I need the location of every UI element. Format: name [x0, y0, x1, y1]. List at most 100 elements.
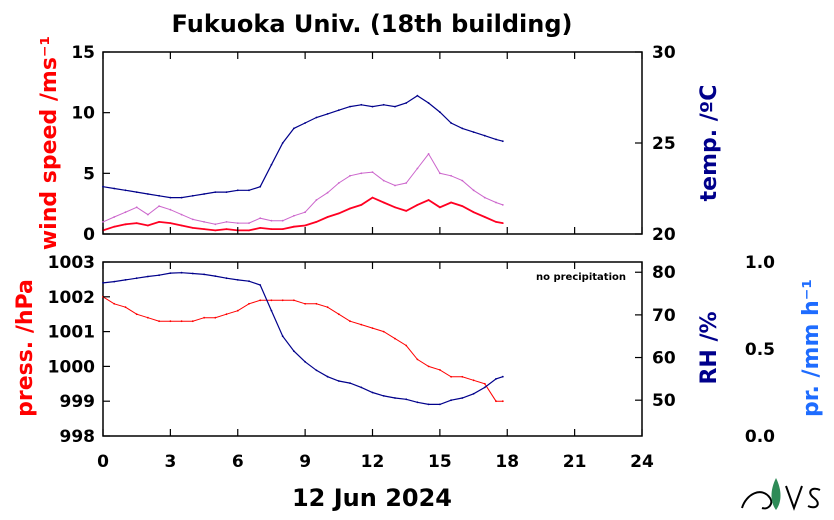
pressure-point-18 — [304, 302, 306, 305]
relative-humidity-series — [102, 271, 504, 406]
y-left-tick-label: 999 — [60, 392, 96, 412]
pressure-point-9 — [203, 316, 206, 319]
temperature-point-31 — [450, 122, 452, 124]
wind-gust-point-28 — [416, 167, 419, 170]
wind-gust-point-20 — [326, 191, 329, 194]
wind-speed-point-34 — [483, 216, 486, 218]
y-right-tick-label: 20 — [652, 225, 676, 245]
pressure-point-2 — [124, 306, 127, 309]
pressure-point-26 — [394, 337, 396, 340]
relative-humidity-point-32 — [461, 397, 464, 399]
temperature-axis-label: temp. /ºC — [697, 85, 722, 202]
wind-speed-point-7 — [180, 224, 183, 227]
relative-humidity-point-9 — [203, 273, 206, 276]
y-right-tick-label: 30 — [652, 43, 676, 63]
wind-speed-point-27 — [405, 210, 408, 212]
y-right-tick-label: 80 — [652, 263, 676, 283]
temperature-line — [102, 94, 503, 199]
y-left-tick-label: 1003 — [48, 253, 95, 273]
y-far-right-tick-label: 1.0 — [745, 253, 775, 273]
temperature-point-7 — [180, 196, 183, 199]
temperature-point-16 — [281, 142, 284, 144]
relative-humidity-point-18 — [304, 360, 306, 363]
pressure-point-36 — [501, 400, 504, 403]
no-precipitation-note: no precipitation — [536, 272, 626, 283]
relative-humidity-point-6 — [169, 272, 172, 274]
wind-gust-series — [102, 153, 504, 226]
temperature-point-36 — [501, 140, 504, 143]
wind-gust-point-34 — [483, 196, 486, 199]
temperature-point-32 — [461, 127, 464, 130]
wind-speed-point-14 — [259, 227, 262, 229]
pressure-point-21 — [337, 313, 340, 316]
wind-speed-point-28 — [416, 204, 419, 206]
relative-humidity-point-5 — [158, 274, 161, 277]
temperature-point-0 — [102, 185, 104, 188]
relative-humidity-point-35 — [495, 378, 497, 380]
pressure-point-17 — [293, 299, 295, 302]
relative-humidity-point-10 — [214, 275, 217, 277]
relative-humidity-point-31 — [450, 399, 452, 402]
y-far-right-tick-label: 0.0 — [745, 427, 775, 447]
temperature-point-12 — [236, 189, 239, 192]
wind-gust-point-0 — [102, 221, 104, 223]
pressure-point-31 — [450, 375, 452, 378]
relative-humidity-point-36 — [501, 375, 504, 378]
wind-gust-point-17 — [293, 214, 295, 217]
pressure-point-35 — [495, 400, 497, 403]
y-right-tick-label: 25 — [652, 134, 676, 154]
wind-gust-point-31 — [450, 174, 452, 177]
pressure-point-22 — [349, 320, 351, 323]
relative-humidity-point-2 — [124, 279, 127, 281]
y-left-tick-label: 998 — [60, 427, 96, 447]
wind-speed-point-35 — [495, 221, 497, 223]
wind-speed-point-8 — [191, 227, 194, 229]
wind-gust-point-25 — [382, 179, 385, 182]
temperature-point-13 — [248, 189, 250, 192]
relative-humidity-point-28 — [416, 401, 419, 404]
wind-gust-point-32 — [461, 179, 464, 182]
wind-speed-point-29 — [427, 199, 430, 201]
x-axis-date-label: 12 Jun 2024 — [292, 484, 452, 512]
relative-humidity-point-20 — [326, 375, 329, 378]
wind-gust-point-29 — [427, 153, 430, 155]
pressure-point-27 — [405, 344, 408, 347]
pressure-axis-label: press. /hPa — [13, 279, 38, 417]
wind-speed-point-5 — [158, 221, 161, 223]
temperature-point-18 — [304, 122, 306, 124]
wind-speed-point-19 — [315, 221, 318, 223]
wind-speed-point-2 — [124, 223, 127, 226]
wind-speed-point-24 — [371, 196, 374, 199]
relative-humidity-point-34 — [483, 386, 486, 389]
relative-humidity-point-14 — [259, 284, 262, 286]
relative-humidity-point-7 — [180, 271, 183, 274]
wind-gust-point-14 — [259, 217, 262, 220]
wind-gust-point-16 — [281, 219, 284, 222]
y-left-tick-label: 1000 — [48, 357, 95, 377]
y-left-tick-label: 15 — [71, 43, 95, 63]
temperature-point-28 — [416, 94, 419, 97]
pressure-point-8 — [191, 320, 194, 323]
wind-speed-point-25 — [382, 201, 385, 204]
wind-speed-point-33 — [472, 211, 475, 214]
y-left-tick-label: 1002 — [48, 288, 95, 308]
y-right-tick-label: 60 — [652, 349, 676, 369]
wind-speed-point-36 — [501, 222, 504, 225]
temperature-point-20 — [326, 113, 329, 115]
rh-axis-label: RH /% — [697, 311, 722, 384]
wind-speed-point-13 — [248, 229, 250, 232]
wind-gust-point-9 — [203, 221, 206, 223]
pressure-point-20 — [326, 306, 329, 309]
temperature-series — [102, 94, 504, 199]
relative-humidity-point-24 — [371, 391, 374, 394]
relative-humidity-point-21 — [337, 380, 340, 382]
x-tick-label: 12 — [361, 452, 385, 472]
wind-speed-point-11 — [225, 228, 228, 231]
relative-humidity-point-1 — [113, 280, 116, 283]
wind-speed-point-3 — [135, 222, 138, 225]
wind-speed-point-17 — [293, 225, 295, 228]
wind-speed-point-20 — [326, 216, 329, 218]
relative-humidity-point-16 — [281, 335, 284, 338]
pressure-point-33 — [472, 379, 475, 382]
wind-speed-point-15 — [270, 228, 273, 231]
